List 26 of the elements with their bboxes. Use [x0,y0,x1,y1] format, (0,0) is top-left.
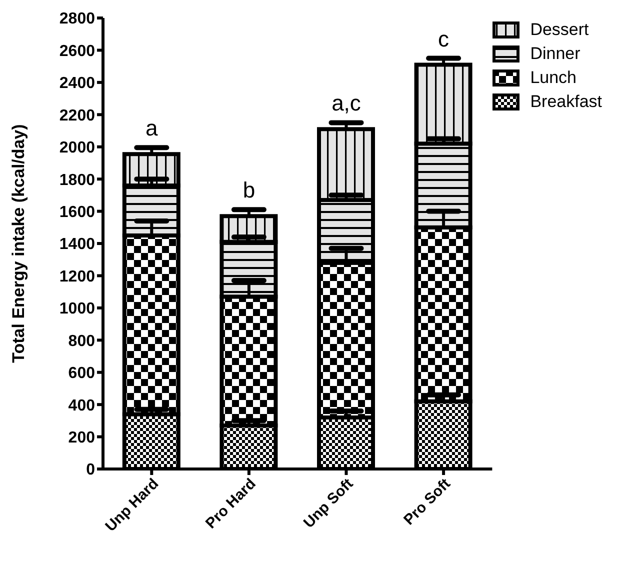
annotation: c [438,26,450,52]
y-tick-label: 2400 [59,75,96,92]
y-tick-label: 2600 [59,42,96,60]
y-tick-label: 800 [68,332,96,350]
y-tick-label: 1600 [59,204,96,221]
y-tick-label: 0 [86,462,96,479]
legend-label: Breakfast [530,92,602,112]
x-tick-label: Unp Soft [300,475,357,532]
annotation: b [242,178,256,203]
y-tick-label: 1200 [59,268,96,286]
y-axis-title: Total Energy intake (kcal/day) [9,124,28,363]
y-tick-label: 1000 [59,300,96,318]
y-tick-label: 2000 [59,140,96,157]
y-tick-label: 400 [68,397,96,414]
legend-label: Dinner [530,44,580,64]
y-tick-label: 600 [68,365,96,382]
y-tick-label: 1800 [59,172,96,189]
y-tick-label: 200 [68,429,96,446]
annotation: a,c [332,90,361,116]
y-tick-label: 2800 [59,10,96,28]
y-tick-label: 2200 [59,107,96,124]
annotation: a [146,116,159,141]
legend-label: Lunch [530,68,577,88]
x-tick-label: Pro Soft [400,475,454,529]
legend-label: Dessert [530,20,589,40]
y-tick-label: 1400 [59,236,96,254]
